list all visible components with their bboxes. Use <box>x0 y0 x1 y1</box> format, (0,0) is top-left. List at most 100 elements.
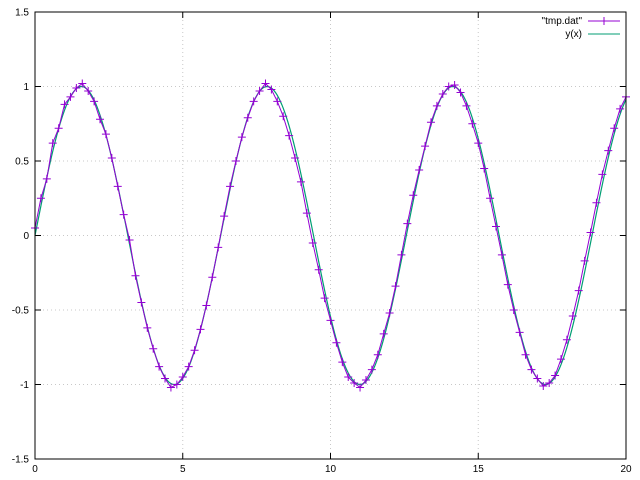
data-point <box>486 194 495 203</box>
data-point <box>409 191 418 200</box>
data-point <box>60 100 69 109</box>
data-point <box>497 250 506 259</box>
data-point <box>361 376 370 385</box>
data-point <box>249 97 258 106</box>
data-point <box>72 83 81 92</box>
data-point <box>403 219 412 228</box>
y-tick-label-6: 1.5 <box>15 8 29 19</box>
data-point <box>267 85 276 94</box>
data-point <box>509 306 518 314</box>
data-point <box>84 86 93 95</box>
data-point <box>78 79 87 88</box>
data-point <box>551 371 560 380</box>
data-point <box>332 338 341 347</box>
legend-label-yx: y(x) <box>565 29 582 40</box>
data-point <box>166 383 175 392</box>
data-point <box>36 194 45 203</box>
data-point <box>172 380 181 389</box>
data-point <box>480 164 489 173</box>
data-point <box>527 365 536 374</box>
y-tick-label-1: -1 <box>20 380 29 391</box>
data-point <box>291 154 300 163</box>
data-point <box>119 210 128 219</box>
data-point <box>515 328 524 337</box>
data-point <box>491 222 500 231</box>
data-point <box>279 112 288 121</box>
data-point <box>125 235 134 244</box>
data-point <box>184 362 193 371</box>
data-point <box>137 298 146 307</box>
data-point <box>54 124 63 133</box>
data-point <box>610 124 619 133</box>
data-point <box>373 350 382 359</box>
data-point <box>155 362 164 371</box>
data-point <box>521 350 530 359</box>
data-point <box>101 130 110 139</box>
legend-marker-tmp-dat <box>600 17 608 25</box>
y-tick-label-2: -0.5 <box>12 306 30 317</box>
data-point <box>338 358 347 367</box>
data-point <box>426 118 435 127</box>
y-tick-label-3: 0 <box>23 231 29 242</box>
grid-lines <box>35 12 626 459</box>
data-point <box>107 154 116 163</box>
x-tick-label-1: 5 <box>180 464 186 475</box>
data-point <box>598 170 607 179</box>
data-point <box>320 294 329 303</box>
data-point <box>143 323 152 332</box>
data-point <box>273 97 282 106</box>
data-point <box>444 82 453 91</box>
data-point <box>314 265 323 274</box>
data-point <box>226 182 235 191</box>
y-tick-label-4: 0.5 <box>15 157 29 168</box>
data-point <box>432 101 441 110</box>
x-tick-label-3: 15 <box>473 464 485 475</box>
data-point <box>42 174 51 183</box>
data-point <box>149 344 158 353</box>
data-point <box>350 379 359 388</box>
data-point <box>580 256 589 265</box>
data-point <box>450 81 459 90</box>
data-point <box>96 115 105 124</box>
data-point <box>379 329 388 338</box>
data-point <box>190 346 199 355</box>
data-point <box>220 212 229 221</box>
x-tick-label-4: 20 <box>620 464 632 475</box>
data-point <box>214 243 223 252</box>
data-point <box>391 282 400 291</box>
y-tick-label-0: -1.5 <box>12 455 30 466</box>
data-point <box>196 325 205 334</box>
data-point <box>385 308 394 317</box>
data-point <box>302 209 311 218</box>
data-point <box>66 92 75 101</box>
data-point <box>586 228 595 237</box>
data-point <box>468 119 477 128</box>
data-point <box>462 101 471 110</box>
data-point <box>604 146 613 155</box>
data-point <box>367 365 376 374</box>
data-point <box>113 182 122 191</box>
data-point <box>592 198 601 207</box>
data-point <box>568 311 577 320</box>
data-point <box>438 89 447 98</box>
data-point <box>415 165 424 174</box>
data-point <box>397 250 406 259</box>
data-point <box>562 335 571 344</box>
legend-label-tmp-dat: "tmp.dat" <box>542 16 583 27</box>
data-point <box>131 271 140 280</box>
data-point <box>574 286 583 295</box>
axes: 0 5 10 15 20 -1.5 -1 -0.5 0 0.5 1 1.5 <box>12 8 632 476</box>
data-point <box>539 381 548 390</box>
data-point <box>545 379 554 388</box>
data-point <box>231 157 240 165</box>
data-point <box>556 355 565 364</box>
data-point <box>616 104 625 113</box>
data-point <box>161 374 170 383</box>
data-point <box>285 131 294 140</box>
data-point <box>255 86 264 95</box>
data-point <box>296 177 305 186</box>
data-point <box>202 301 211 310</box>
data-point <box>456 88 465 97</box>
data-point <box>208 273 217 282</box>
